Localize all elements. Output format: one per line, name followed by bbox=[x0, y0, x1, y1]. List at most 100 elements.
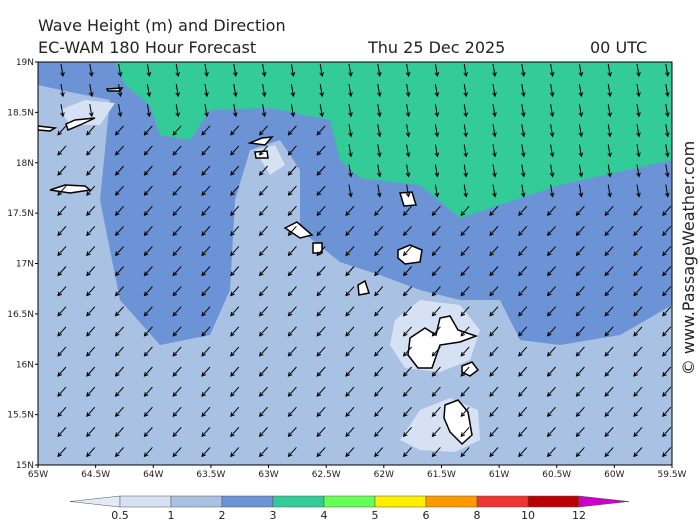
arrow-shaft bbox=[172, 326, 182, 337]
arrow-head bbox=[489, 412, 494, 417]
arrow-head bbox=[636, 172, 641, 178]
arrow-shaft bbox=[115, 346, 124, 357]
arrow bbox=[114, 346, 124, 357]
arrow-head bbox=[546, 291, 552, 297]
arrow-head bbox=[662, 231, 667, 237]
arrow-head bbox=[460, 251, 466, 257]
arrow-head bbox=[348, 92, 353, 98]
arrow bbox=[607, 144, 612, 158]
arrow-shaft bbox=[547, 366, 556, 377]
arrow bbox=[402, 205, 412, 216]
arrow-shaft bbox=[633, 386, 643, 397]
arrow-head bbox=[434, 112, 440, 118]
arrow bbox=[604, 266, 614, 277]
arrow-head bbox=[431, 432, 437, 438]
arrow bbox=[460, 447, 470, 458]
arrow-head bbox=[57, 371, 62, 377]
arrow-shaft bbox=[403, 266, 412, 276]
arrow bbox=[578, 124, 584, 138]
arrow bbox=[143, 326, 153, 337]
arrow bbox=[201, 286, 211, 297]
arrow bbox=[636, 184, 641, 198]
arrow-shaft bbox=[345, 406, 355, 417]
arrow-head bbox=[258, 150, 264, 156]
colorbar-segment bbox=[221, 495, 274, 508]
arrow-shaft bbox=[201, 225, 211, 236]
arrow bbox=[86, 426, 96, 438]
arrow bbox=[546, 366, 556, 377]
arrow-head bbox=[287, 412, 293, 417]
arrow-shaft bbox=[633, 306, 643, 317]
arrow-shaft bbox=[89, 104, 93, 117]
arrow bbox=[607, 164, 612, 178]
arrow-head bbox=[287, 392, 293, 397]
arrow-head bbox=[575, 392, 581, 397]
arrow-shaft bbox=[57, 185, 67, 196]
arrow bbox=[460, 306, 470, 317]
arrow bbox=[172, 225, 182, 237]
arrow bbox=[316, 306, 326, 317]
arrow-head bbox=[86, 211, 91, 216]
arrow bbox=[88, 84, 94, 98]
arrow-shaft bbox=[460, 426, 470, 437]
arrow bbox=[86, 326, 96, 337]
arrow-shaft bbox=[406, 144, 410, 157]
arrow-head bbox=[86, 432, 91, 438]
arrow bbox=[316, 326, 326, 337]
arrow-head bbox=[460, 311, 466, 317]
arrow-head bbox=[546, 392, 552, 397]
arrow-head bbox=[402, 432, 408, 438]
arrow-shaft bbox=[636, 184, 640, 197]
arrow-shaft bbox=[518, 366, 528, 377]
arrow-shaft bbox=[434, 104, 438, 117]
arrow-shaft bbox=[576, 246, 585, 256]
arrow-head bbox=[57, 130, 62, 136]
arrow-head bbox=[575, 432, 581, 438]
arrow bbox=[114, 185, 124, 196]
arrow-shaft bbox=[345, 205, 355, 216]
arrow-head bbox=[348, 132, 353, 138]
arrow bbox=[345, 426, 355, 438]
arrow bbox=[434, 84, 440, 98]
arrow-head bbox=[575, 311, 581, 317]
arrow bbox=[405, 104, 411, 118]
arrow-shaft bbox=[460, 326, 470, 337]
arrow bbox=[114, 165, 124, 176]
arrow-head bbox=[261, 112, 267, 118]
arrow bbox=[546, 447, 556, 458]
colorbar-high bbox=[578, 495, 630, 508]
arrow-head bbox=[143, 291, 149, 297]
arrow-shaft bbox=[489, 306, 499, 317]
arrow-head bbox=[374, 271, 379, 277]
arrow bbox=[636, 84, 641, 98]
arrow-head bbox=[463, 92, 468, 98]
arrow-head bbox=[607, 172, 612, 178]
arrow-shaft bbox=[518, 406, 528, 417]
arrow bbox=[489, 225, 499, 237]
arrow bbox=[575, 426, 585, 438]
arrow-head bbox=[662, 432, 667, 438]
colorbar-segment bbox=[425, 495, 478, 508]
arrow bbox=[405, 144, 411, 158]
arrow-shaft bbox=[259, 225, 268, 236]
arrow-shaft bbox=[406, 184, 410, 197]
arrow bbox=[546, 426, 556, 438]
arrow-shaft bbox=[636, 84, 640, 97]
arrow bbox=[604, 326, 614, 337]
arrow-shaft bbox=[434, 124, 438, 137]
arrow bbox=[434, 104, 440, 118]
arrow-shaft bbox=[547, 286, 556, 296]
arrow-head bbox=[57, 351, 62, 357]
arrow bbox=[287, 286, 297, 297]
arrow-head bbox=[316, 150, 322, 156]
arrow bbox=[201, 165, 211, 176]
arrow-shaft bbox=[144, 165, 153, 176]
arrow-shaft bbox=[345, 246, 355, 256]
arrow bbox=[374, 366, 384, 377]
arrow-shaft bbox=[578, 164, 582, 177]
arrow-head bbox=[518, 371, 523, 377]
arrow bbox=[201, 346, 211, 357]
arrow bbox=[374, 447, 384, 458]
arrow-head bbox=[374, 251, 379, 257]
arrow-shaft bbox=[518, 306, 528, 317]
